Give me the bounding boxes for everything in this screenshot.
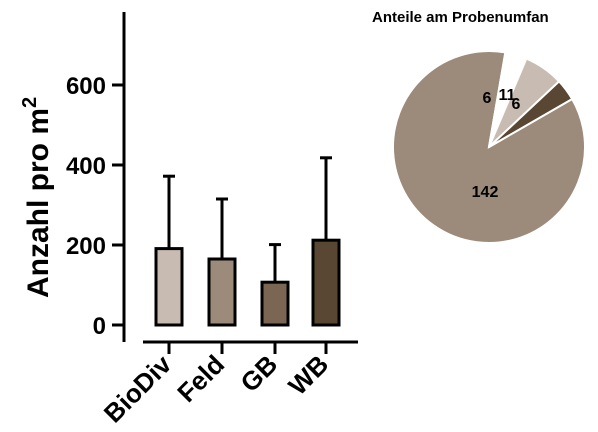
pie-slice-label: 6 — [483, 90, 492, 107]
bar-feld — [207, 257, 237, 327]
y-tick-label: 400 — [66, 153, 106, 180]
y-tick-label: 600 — [66, 73, 106, 100]
bar-gb — [260, 280, 290, 327]
pie-slice-label: 142 — [472, 184, 499, 201]
pie-slice-label: 11 — [499, 87, 516, 104]
x-tick-label: Feld — [171, 349, 230, 408]
bar-wb — [311, 238, 341, 327]
pie-slice-label: 6 — [512, 96, 521, 113]
y-tick-label: 200 — [66, 233, 106, 260]
pie-slice — [488, 80, 574, 148]
x-tick-label: BioDiv — [98, 349, 178, 429]
y-axis-label: Anzahl pro m2 — [19, 97, 55, 298]
bar-biodiv — [154, 247, 184, 327]
y-axis-label-superscript: 2 — [19, 97, 41, 108]
x-tick-label: GB — [234, 349, 283, 398]
y-tick-label: 0 — [93, 313, 106, 340]
x-tick-label: WB — [282, 349, 334, 401]
pie-title: Anteile am Probenumfan — [372, 9, 549, 26]
